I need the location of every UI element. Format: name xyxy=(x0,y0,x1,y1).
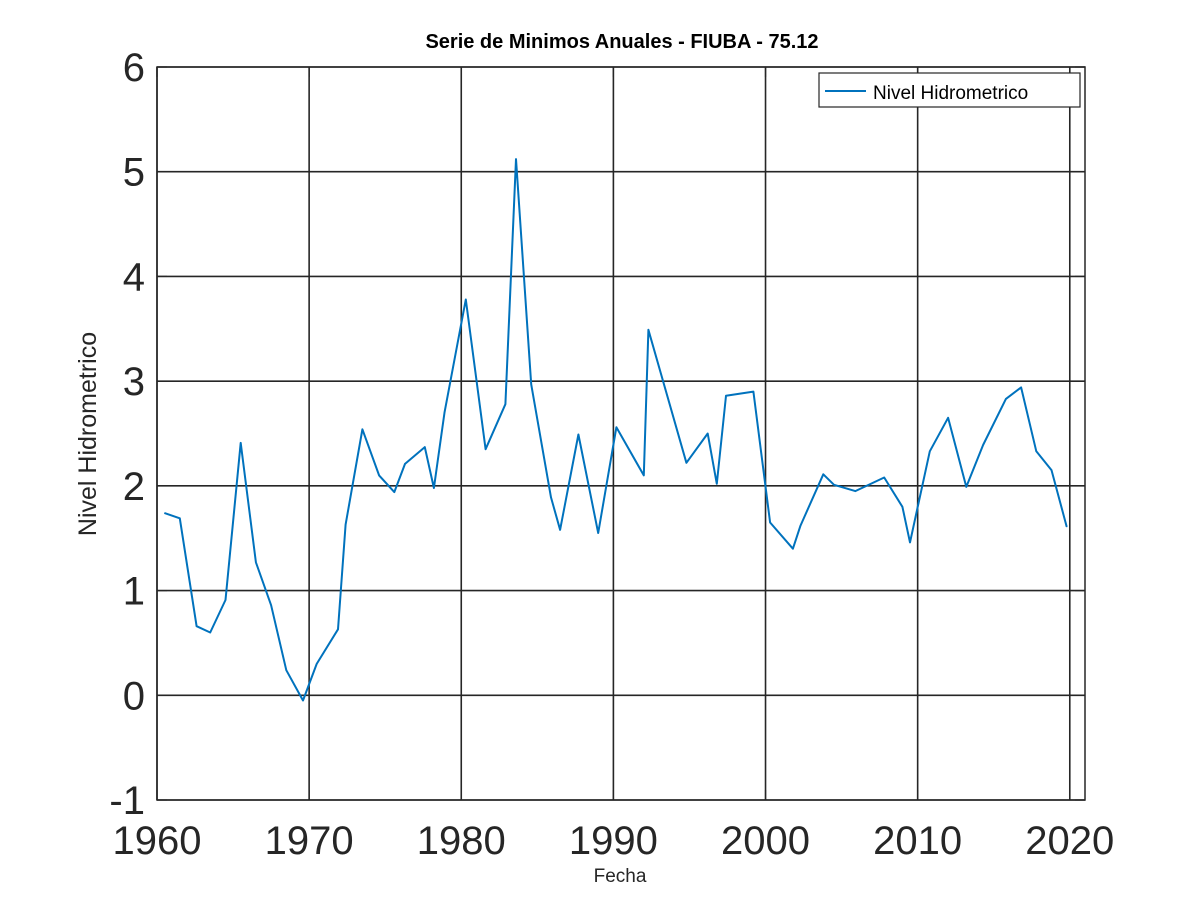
y-tick-label: 0 xyxy=(123,674,145,718)
data-point xyxy=(1050,469,1053,471)
data-point xyxy=(164,512,166,514)
data-point xyxy=(504,403,506,405)
data-point xyxy=(302,699,304,702)
data-point xyxy=(337,628,339,630)
data-point xyxy=(982,444,984,446)
x-tick-label: 2010 xyxy=(873,819,962,863)
y-tick-label: 2 xyxy=(123,465,145,509)
data-point xyxy=(530,383,532,385)
data-point xyxy=(965,486,967,488)
data-point xyxy=(707,432,709,435)
legend: Nivel Hidrometrico xyxy=(818,72,1081,108)
data-point xyxy=(1005,398,1007,400)
tick-labels: 1960 1970 1980 1990 2000 2010 2020 -1 0 1 2 3 4 5 6 xyxy=(109,46,1114,863)
y-tick-label: -1 xyxy=(109,779,145,823)
chart-title: Serie de Minimos Anuales - FIUBA - 75.12 xyxy=(425,31,818,53)
data-point xyxy=(424,446,426,448)
x-tick-label: 1970 xyxy=(265,819,354,863)
data-point xyxy=(929,450,931,452)
x-tick-label: 1980 xyxy=(417,819,506,863)
data-point xyxy=(643,474,645,476)
x-tick-label: 1990 xyxy=(569,819,658,863)
data-point xyxy=(1035,450,1037,452)
x-tick-label: 2000 xyxy=(721,819,810,863)
legend-entry-label: Nivel Hidrometrico xyxy=(873,83,1028,104)
data-point xyxy=(559,529,561,531)
data-point xyxy=(685,462,688,464)
data-point xyxy=(615,426,618,428)
data-point xyxy=(196,625,198,627)
data-point xyxy=(725,395,727,397)
data-point xyxy=(515,158,517,160)
data-point xyxy=(822,473,824,475)
data-point xyxy=(224,599,227,601)
data-point xyxy=(883,476,885,479)
data-point xyxy=(909,541,911,544)
data-point xyxy=(792,548,794,550)
data-point xyxy=(752,391,755,393)
data-point xyxy=(443,412,446,414)
data-point xyxy=(209,631,211,634)
data-point xyxy=(577,433,580,436)
y-axis-label: Nivel Hidrometrico xyxy=(74,332,102,536)
data-point xyxy=(901,506,904,508)
y-tick-label: 1 xyxy=(123,570,145,614)
axis-ticks xyxy=(156,66,1085,801)
data-point xyxy=(361,428,363,430)
series-layer xyxy=(164,158,1068,702)
data-point xyxy=(1066,526,1068,528)
data-point xyxy=(316,663,318,665)
data-point xyxy=(854,490,856,492)
data-point xyxy=(550,496,552,498)
data-point xyxy=(393,491,395,493)
data-point xyxy=(345,524,347,526)
data-point xyxy=(647,329,650,331)
data-point xyxy=(947,417,949,419)
plot-border xyxy=(156,66,1086,801)
data-point xyxy=(433,487,435,489)
x-axis-label: Fecha xyxy=(594,866,647,887)
data-point xyxy=(179,517,181,519)
y-tick-label: 4 xyxy=(123,255,145,299)
y-tick-label: 3 xyxy=(123,360,145,404)
data-point xyxy=(833,484,835,486)
data-point xyxy=(270,604,272,606)
data-point xyxy=(1020,386,1022,388)
y-tick-label: 6 xyxy=(123,46,145,90)
data-point xyxy=(378,474,380,476)
data-point xyxy=(255,561,257,563)
data-point xyxy=(240,442,242,444)
data-point xyxy=(485,448,487,450)
data-point xyxy=(597,532,599,534)
data-point xyxy=(404,463,406,465)
data-point xyxy=(716,483,718,485)
data-point xyxy=(465,298,467,301)
data-point xyxy=(799,525,802,527)
data-point xyxy=(769,521,771,524)
y-tick-label: 5 xyxy=(123,151,145,195)
x-tick-label: 2020 xyxy=(1025,819,1114,863)
x-tick-label: 1960 xyxy=(113,819,202,863)
data-point xyxy=(285,669,287,671)
